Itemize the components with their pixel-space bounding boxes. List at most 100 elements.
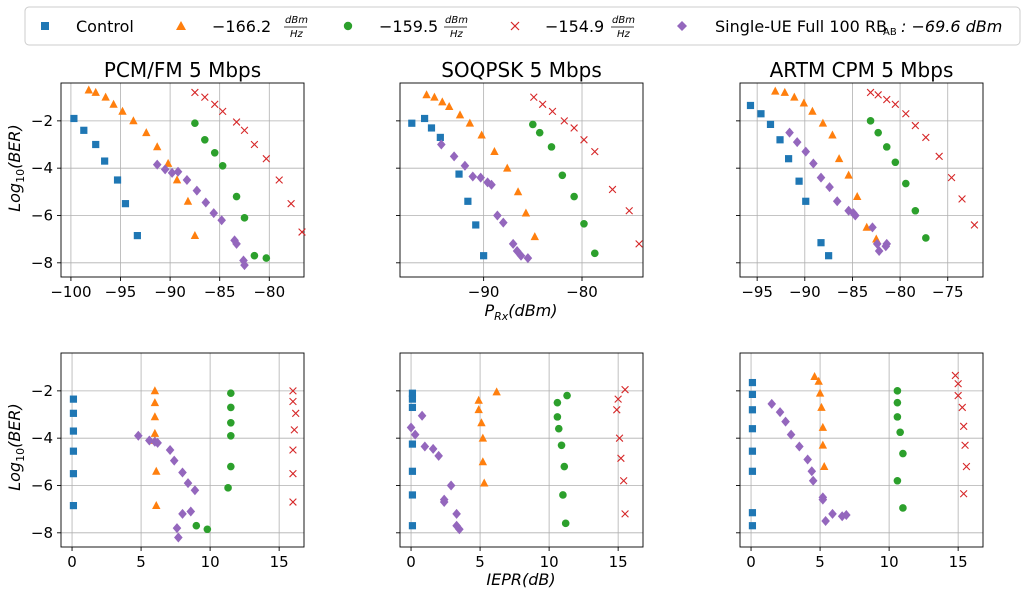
x-tick-label: −90 [468,283,500,301]
point-circle [558,171,567,180]
point-diamond [172,523,182,534]
plot-frame [60,352,305,548]
point-diamond [882,238,892,249]
point-x [874,91,882,99]
point-diamond [192,185,202,196]
point-square [121,200,130,208]
point-x [289,469,297,478]
point-circle [922,234,930,242]
point-diamond [452,508,461,519]
x-tick-label: −100 [50,283,91,301]
point-x [289,446,297,454]
point-diamond [874,245,884,256]
point-diamond [460,160,470,171]
point-x [615,434,624,442]
legend-entry-single-ue: Single-UE Full 100 RB AB : −69.6 dBm [677,17,1002,38]
point-circle [553,413,562,421]
point-circle [547,143,556,151]
point-diamond [165,445,175,455]
point-diamond [232,238,241,249]
point-triangle [84,85,93,94]
panel-title: SOQPSK 5 Mbps [441,58,602,82]
legend-unit-num-3: dBm [612,15,635,26]
point-triangle [152,500,161,509]
point-square [408,403,417,412]
point-triangle [828,130,837,139]
point-diamond [816,172,826,183]
point-diamond [190,485,200,496]
point-square [408,119,416,127]
point-x [275,176,283,184]
y-tick-label: −2 [31,382,53,400]
point-triangle [438,97,447,106]
point-x [617,454,625,463]
point-triangle [810,372,819,381]
point-x [959,422,968,431]
point-x [935,152,943,161]
point-diamond [523,253,533,264]
point-x [962,462,971,471]
point-circle [899,504,907,512]
point-square [101,157,109,165]
point-triangle [150,412,160,421]
point-x [922,133,930,142]
point-square [748,447,757,455]
point-diamond [178,508,187,519]
point-diamond [420,441,430,452]
point-circle [866,117,875,125]
point-triangle [455,110,465,119]
panel-title: ARTM CPM 5 Mbps [770,58,954,82]
point-diamond [183,478,193,489]
point-circle [553,398,562,407]
point-square [113,176,122,184]
point-diamond [775,407,785,418]
point-circle [560,462,569,471]
point-diamond [182,175,192,185]
point-triangle [503,163,512,172]
legend-frame [24,6,1021,46]
point-triangle [862,222,871,231]
point-diamond [217,215,226,226]
point-square [69,395,78,403]
point-diamond [452,520,461,531]
point-x [970,221,979,229]
plot-frame [739,352,984,548]
point-diamond [828,508,837,519]
x-tick-label: −80 [566,283,598,301]
point-x [612,405,621,414]
point-diamond [498,217,508,228]
x-tick-label: 15 [270,553,289,571]
plot-frame [739,82,984,278]
top-xlabel: PRx(dBm) [484,301,557,323]
point-diamond [178,467,187,478]
point-square [766,120,775,129]
point-triangle [101,92,110,101]
point-diamond [446,480,456,491]
point-triangle [142,128,151,137]
point-square [795,177,803,185]
point-triangle [818,118,828,127]
point-diamond [818,494,828,505]
point-x [290,426,299,434]
point-circle [535,128,544,137]
point-circle [218,162,227,170]
point-circle [899,449,907,458]
point-square [408,395,417,403]
bottom-xlabel: IEPR(dB) [486,570,555,589]
point-circle [896,428,904,437]
point-x [287,199,295,208]
point-circle [240,214,249,222]
point-circle [902,179,910,188]
x-tick-label: 15 [949,553,968,571]
point-x [614,395,622,403]
point-x [289,498,297,506]
point-square [748,390,757,399]
point-x [210,100,219,109]
point-square [69,447,78,455]
point-x [530,93,538,101]
x-tick-label: 15 [609,553,628,571]
point-square [436,133,444,142]
point-circle [590,249,599,258]
point-triangle [844,170,853,179]
